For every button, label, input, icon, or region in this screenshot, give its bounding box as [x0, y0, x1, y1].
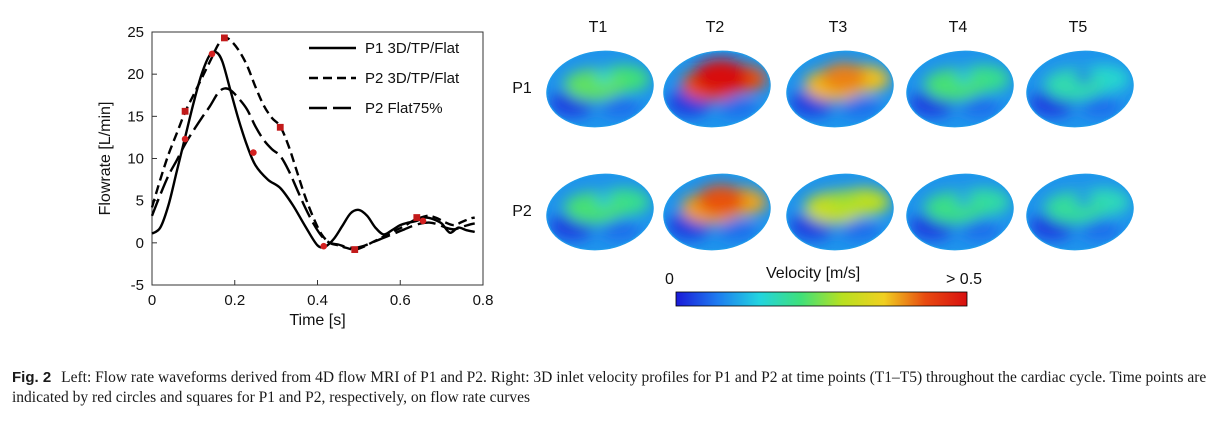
column-label-T3: T3 — [829, 19, 848, 36]
x-tick-label: 0.6 — [390, 292, 411, 309]
caption-text: Left: Flow rate waveforms derived from 4… — [12, 369, 1207, 406]
x-tick-label: 0.2 — [224, 292, 245, 309]
row-label-P2: P2 — [512, 203, 532, 220]
column-label-T1: T1 — [589, 19, 608, 36]
legend-label-1: P1 3D/TP/Flat — [365, 40, 460, 57]
row-label-P1: P1 — [512, 80, 532, 97]
timepoint-square-marker — [181, 107, 189, 115]
y-tick-label: 20 — [127, 66, 144, 83]
velocity-profile-P1-T1 — [544, 49, 656, 129]
x-tick-label: 0.4 — [307, 292, 328, 309]
timepoint-circle-marker — [181, 135, 189, 143]
colorbar-gradient — [675, 291, 968, 307]
velocity-profile-P2-T1 — [544, 172, 656, 252]
velocity-profile-P2-T3 — [784, 172, 896, 252]
timepoint-square-marker — [413, 214, 421, 221]
figure: -5 0 5 10 15 20 25 0 0.2 0.4 0.6 0.8 Time [s] Flowrat… — [97, 19, 1136, 329]
timepoint-circle-marker — [320, 242, 328, 250]
chart-legend: P1 3D/TP/Flat P2 3D/TP/Flat P2 Flat75% — [309, 40, 460, 117]
x-axis-label: Time [s] — [289, 312, 345, 329]
grid-column-labels: T1 T2 T3 T4 T5 — [589, 19, 1088, 36]
column-label-T2: T2 — [706, 19, 725, 36]
timepoint-square-marker — [221, 34, 228, 42]
timepoint-circle-marker — [208, 50, 216, 58]
velocity-profile-P2-T2 — [661, 172, 773, 252]
series-line-2 — [150, 36, 475, 251]
velocity-profile-P2-T5 — [1024, 172, 1136, 252]
grid-row-labels: P1 P2 — [512, 80, 532, 220]
velocity-profile-P1-T2 — [661, 49, 773, 129]
y-axis-label: Flowrate [L/min] — [97, 102, 114, 216]
colorbar: 0 Velocity [m/s] > 0.5 — [665, 265, 982, 307]
y-tick-label: 10 — [127, 151, 144, 168]
timepoint-circle-marker — [250, 149, 257, 156]
velocity-profile-P1-T5 — [1024, 49, 1136, 129]
x-tick-label: 0 — [148, 292, 156, 309]
velocity-profile-P1-T4 — [904, 49, 1016, 129]
y-tick-label: 15 — [127, 108, 144, 125]
figure-caption: Fig. 2 Left: Flow rate waveforms derived … — [12, 368, 1218, 408]
caption-label: Fig. 2 — [12, 369, 52, 386]
chart-markers — [181, 34, 427, 253]
grid-profiles — [544, 49, 1136, 252]
legend-label-2: P2 3D/TP/Flat — [365, 70, 460, 87]
velocity-profile-P2-T4 — [904, 172, 1016, 252]
column-label-T4: T4 — [949, 19, 968, 36]
x-tick-label: 0.8 — [473, 292, 494, 309]
colorbar-title: Velocity [m/s] — [766, 265, 860, 282]
y-tick-label: 0 — [136, 235, 144, 252]
column-label-T5: T5 — [1069, 19, 1088, 36]
colorbar-min-label: 0 — [665, 271, 674, 288]
y-tick-label: 25 — [127, 24, 144, 41]
colorbar-max-label: > 0.5 — [946, 271, 982, 288]
timepoint-square-marker — [351, 246, 359, 253]
velocity-profile-P1-T3 — [784, 49, 896, 129]
timepoint-square-marker — [276, 123, 284, 131]
y-tick-label: 5 — [136, 193, 144, 210]
timepoint-circle-marker — [419, 217, 427, 225]
y-tick-label: -5 — [131, 277, 144, 294]
legend-label-3: P2 Flat75% — [365, 100, 443, 117]
velocity-profile-grid: T1 T2 T3 T4 T5 P1 P2 0 Velocity [m/s] > 0.5 — [512, 19, 1136, 307]
